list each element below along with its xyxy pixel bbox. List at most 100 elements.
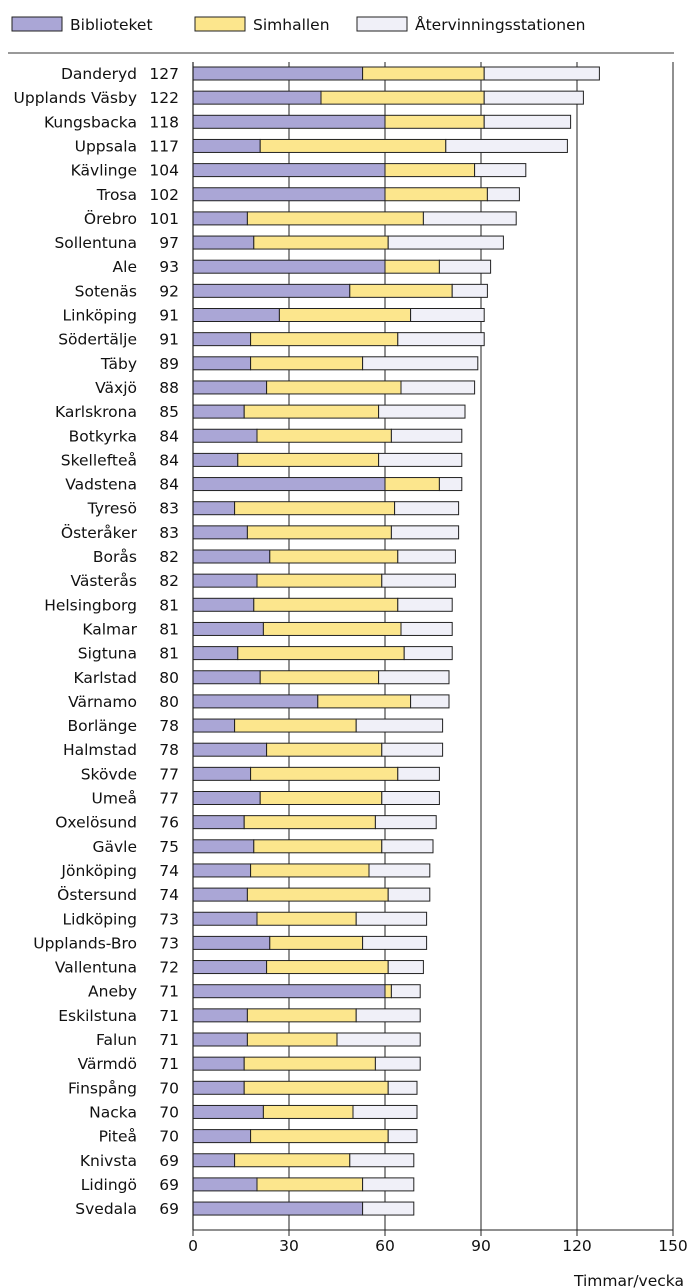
total-label: 72: [159, 959, 179, 977]
bar-vallentuna-biblioteket: [192, 960, 268, 975]
bar-vallentuna-atervinningsstationen: [387, 960, 424, 975]
bar-botkyrka-atervinningsstationen: [390, 428, 463, 443]
bar-karlskrona-biblioteket: [192, 404, 245, 419]
bar-sigtuna-biblioteket: [192, 646, 239, 661]
bar-osteraker-biblioteket: [192, 525, 248, 540]
category-label: Östersund: [57, 885, 137, 904]
bar-boras-biblioteket: [192, 549, 271, 564]
total-label: 91: [159, 331, 179, 349]
bar-halmstad-atervinningsstationen: [381, 742, 444, 757]
category-label: Finspång: [68, 1079, 137, 1097]
total-label: 93: [159, 258, 179, 276]
category-label: Sigtuna: [78, 645, 137, 663]
x-axis: 0 30 60 90 120 150: [188, 62, 688, 1255]
total-label: 80: [159, 693, 179, 711]
bar-karlstad-simhallen: [259, 670, 380, 685]
category-label: Karlstad: [73, 669, 137, 687]
category-label: Sotenäs: [75, 282, 137, 300]
bar-knivsta-simhallen: [234, 1153, 351, 1168]
total-label: 92: [159, 282, 179, 300]
bar-falun-atervinningsstationen: [336, 1032, 421, 1047]
total-label: 70: [159, 1128, 179, 1146]
bars: [192, 66, 600, 1216]
total-label: 71: [159, 1007, 179, 1025]
category-label: Värmdö: [78, 1055, 137, 1073]
bar-knivsta-atervinningsstationen: [349, 1153, 415, 1168]
category-label: Gävle: [92, 838, 137, 856]
bar-skelleftea-biblioteket: [192, 452, 239, 467]
total-label: 83: [159, 500, 179, 518]
bar-eskilstuna-simhallen: [246, 1008, 357, 1023]
total-label: 127: [149, 65, 179, 83]
bar-borlange-biblioteket: [192, 718, 236, 733]
bar-taby-biblioteket: [192, 356, 252, 371]
category-label: Skellefteå: [61, 451, 137, 469]
bar-falun-biblioteket: [192, 1032, 248, 1047]
total-label: 76: [159, 814, 179, 832]
bar-lidkoping-biblioteket: [192, 911, 258, 926]
bar-oxelosund-biblioteket: [192, 815, 245, 830]
bar-uppsala-simhallen: [259, 138, 447, 153]
bar-taby-atervinningsstationen: [362, 356, 479, 371]
bar-pitea-biblioteket: [192, 1129, 252, 1144]
bar-orebro-simhallen: [246, 211, 424, 226]
bar-jonkoping-atervinningsstationen: [368, 863, 431, 878]
bar-eskilstuna-atervinningsstationen: [355, 1008, 421, 1023]
total-label: 81: [159, 645, 179, 663]
total-label: 85: [159, 403, 179, 421]
bar-ostersund-simhallen: [246, 887, 389, 902]
total-label: 74: [159, 886, 179, 904]
category-labels: Danderyd 127 Upplands Väsby 122 Kungsbacka 11…: [14, 65, 179, 1218]
total-label: 122: [149, 89, 179, 107]
bar-lidkoping-atervinningsstationen: [355, 911, 428, 926]
bar-upplands-vasby-biblioteket: [192, 90, 322, 105]
category-label: Sollentuna: [54, 234, 137, 252]
total-label: 73: [159, 934, 179, 952]
bar-skovde-simhallen: [250, 766, 399, 781]
total-label: 83: [159, 524, 179, 542]
legend-swatch-simhallen: [194, 16, 246, 32]
bar-orebro-biblioteket: [192, 211, 248, 226]
legend-swatch-atervinningsstationen: [356, 16, 408, 32]
bar-ostersund-biblioteket: [192, 887, 248, 902]
bar-tyreso-simhallen: [234, 501, 396, 516]
total-label: 70: [159, 1079, 179, 1097]
bar-lidingo-atervinningsstationen: [362, 1177, 415, 1192]
total-label: 77: [159, 765, 179, 783]
category-label: Karlskrona: [55, 403, 137, 421]
bar-vadstena-simhallen: [384, 477, 440, 492]
bar-varnamo-biblioteket: [192, 694, 319, 709]
bar-kalmar-atervinningsstationen: [400, 621, 453, 636]
bar-jonkoping-simhallen: [250, 863, 370, 878]
category-label: Danderyd: [61, 65, 137, 83]
bar-trosa-simhallen: [384, 187, 488, 202]
category-label: Växjö: [95, 379, 137, 397]
category-label: Eskilstuna: [58, 1007, 137, 1025]
bar-helsingborg-simhallen: [253, 597, 399, 612]
bar-sodertalje-atervinningsstationen: [397, 332, 485, 347]
category-label: Örebro: [84, 209, 137, 228]
bar-oxelosund-atervinningsstationen: [374, 815, 437, 830]
bar-danderyd-simhallen: [362, 66, 485, 81]
bar-varmdo-biblioteket: [192, 1056, 245, 1071]
category-label: Linköping: [63, 307, 137, 325]
total-label: 88: [159, 379, 179, 397]
legend-label-biblioteket: Biblioteket: [70, 16, 153, 34]
bar-ale-simhallen: [384, 259, 440, 274]
total-label: 104: [149, 162, 179, 180]
total-label: 82: [159, 572, 179, 590]
bar-trosa-atervinningsstationen: [486, 187, 520, 202]
total-label: 102: [149, 186, 179, 204]
bar-boras-simhallen: [269, 549, 399, 564]
bar-halmstad-simhallen: [266, 742, 383, 757]
bar-vasteras-simhallen: [256, 573, 383, 588]
category-label: Knivsta: [80, 1152, 137, 1170]
bar-gavle-atervinningsstationen: [381, 839, 434, 854]
bar-orebro-atervinningsstationen: [422, 211, 517, 226]
bar-nacka-biblioteket: [192, 1104, 264, 1119]
bar-umea-atervinningsstationen: [381, 791, 440, 805]
bar-skovde-biblioteket: [192, 766, 252, 781]
legend-swatch-biblioteket: [11, 16, 63, 32]
bar-sollentuna-biblioteket: [192, 235, 255, 250]
category-label: Borlänge: [68, 717, 138, 735]
